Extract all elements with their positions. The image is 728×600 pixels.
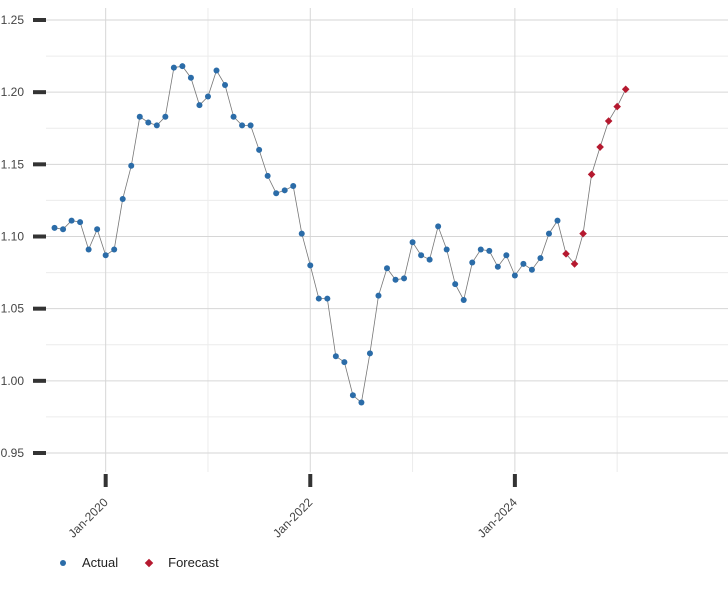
forecast-point bbox=[596, 143, 604, 151]
forecast-point bbox=[613, 102, 621, 111]
y-tick-label: 0.95 bbox=[1, 446, 25, 460]
actual-point bbox=[401, 275, 408, 282]
y-tick-label: 1.00 bbox=[1, 374, 25, 388]
actual-point bbox=[119, 195, 126, 202]
actual-point bbox=[136, 113, 143, 120]
major-gridlines bbox=[46, 8, 728, 472]
actual-point bbox=[307, 262, 314, 269]
actual-point bbox=[409, 239, 416, 246]
legend-label-forecast: Forecast bbox=[168, 555, 219, 570]
actual-point bbox=[298, 230, 305, 237]
actual-point bbox=[443, 246, 450, 253]
x-axis: Jan-2020 Jan-2022 Jan-2024 bbox=[66, 474, 521, 541]
actual-point bbox=[94, 226, 101, 233]
forecast-point bbox=[604, 117, 613, 125]
actual-point bbox=[264, 172, 271, 179]
actual-point bbox=[153, 122, 160, 129]
actual-point bbox=[537, 255, 544, 262]
actual-point bbox=[324, 295, 331, 302]
actual-point bbox=[111, 246, 118, 253]
actual-point bbox=[332, 353, 339, 360]
actual-point bbox=[128, 162, 135, 169]
actual-point bbox=[102, 252, 109, 259]
actual-point bbox=[187, 74, 194, 81]
actual-point bbox=[204, 93, 211, 100]
actual-point bbox=[384, 265, 390, 272]
actual-point bbox=[511, 272, 518, 279]
forecast-point bbox=[621, 85, 630, 94]
actual-point bbox=[341, 359, 348, 366]
y-tick-label: 1.15 bbox=[1, 157, 25, 171]
y-tick-label: 1.25 bbox=[1, 13, 25, 27]
actual-point bbox=[247, 122, 254, 129]
actual-point bbox=[145, 119, 152, 126]
actual-point bbox=[520, 260, 527, 267]
actual-point bbox=[273, 190, 280, 197]
forecast-point bbox=[562, 250, 570, 258]
forecast-point bbox=[570, 260, 579, 268]
actual-point bbox=[170, 64, 177, 71]
actual-point bbox=[392, 276, 399, 283]
actual-point bbox=[366, 350, 373, 357]
legend-item-actual: Actual bbox=[60, 555, 118, 570]
actual-point bbox=[196, 102, 203, 109]
actual-point bbox=[528, 266, 535, 273]
actual-point bbox=[179, 63, 186, 70]
actual-point bbox=[418, 252, 425, 259]
minor-gridlines bbox=[46, 8, 728, 472]
actual-point bbox=[60, 226, 67, 233]
forecast-point bbox=[587, 170, 596, 179]
actual-point bbox=[426, 256, 433, 263]
actual-point bbox=[162, 113, 169, 120]
data-points bbox=[51, 63, 630, 406]
actual-point bbox=[239, 122, 246, 129]
x-tick-label: Jan-2020 bbox=[66, 495, 112, 541]
actual-point bbox=[460, 297, 467, 304]
actual-point bbox=[452, 281, 459, 288]
actual-point bbox=[68, 217, 75, 224]
legend-label-actual: Actual bbox=[82, 555, 119, 570]
actual-point bbox=[230, 113, 237, 120]
actual-point bbox=[222, 81, 229, 88]
actual-point bbox=[85, 246, 92, 253]
actual-point bbox=[486, 247, 493, 254]
actual-point bbox=[315, 295, 322, 302]
actual-point bbox=[494, 263, 501, 270]
x-tick-label: Jan-2022 bbox=[270, 495, 316, 541]
actual-point bbox=[281, 187, 288, 194]
actual-point bbox=[554, 217, 561, 224]
legend-swatch-actual bbox=[60, 559, 66, 566]
forecast-point bbox=[579, 229, 587, 238]
actual-point bbox=[375, 292, 382, 299]
actual-point bbox=[358, 399, 365, 406]
legend-swatch-forecast bbox=[144, 558, 154, 567]
actual-point bbox=[469, 259, 476, 266]
actual-point bbox=[77, 219, 84, 226]
actual-point bbox=[503, 252, 510, 259]
actual-point bbox=[256, 146, 263, 153]
actual-point bbox=[213, 67, 220, 74]
y-axis: 0.95 1.00 1.05 1.10 1.15 1.20 1.25 bbox=[1, 13, 46, 460]
actual-point bbox=[545, 230, 552, 237]
actual-point bbox=[435, 223, 442, 230]
y-tick-label: 1.05 bbox=[1, 302, 25, 316]
actual-point bbox=[477, 246, 484, 253]
x-tick-label: Jan-2024 bbox=[475, 495, 521, 541]
y-tick-label: 1.20 bbox=[1, 85, 25, 99]
actual-point bbox=[290, 182, 297, 189]
legend: Actual Forecast bbox=[60, 555, 247, 570]
actual-point bbox=[51, 224, 58, 231]
y-tick-label: 1.10 bbox=[1, 230, 25, 244]
actual-point bbox=[349, 392, 356, 399]
legend-item-forecast: Forecast bbox=[144, 555, 219, 570]
